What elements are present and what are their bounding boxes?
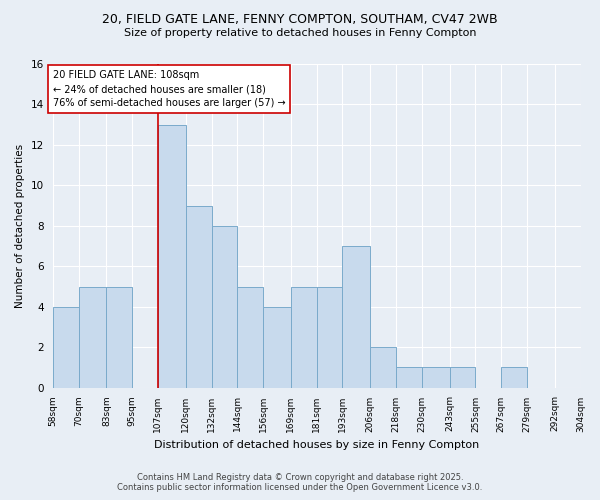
Bar bbox=[449, 368, 475, 388]
Bar bbox=[186, 206, 212, 388]
Bar bbox=[501, 368, 527, 388]
Bar bbox=[291, 286, 317, 388]
Bar bbox=[106, 286, 132, 388]
Bar bbox=[238, 286, 263, 388]
Bar bbox=[212, 226, 238, 388]
Bar bbox=[343, 246, 370, 388]
X-axis label: Distribution of detached houses by size in Fenny Compton: Distribution of detached houses by size … bbox=[154, 440, 479, 450]
Text: 20, FIELD GATE LANE, FENNY COMPTON, SOUTHAM, CV47 2WB: 20, FIELD GATE LANE, FENNY COMPTON, SOUT… bbox=[102, 12, 498, 26]
Bar bbox=[53, 306, 79, 388]
Bar bbox=[79, 286, 106, 388]
Text: 20 FIELD GATE LANE: 108sqm
← 24% of detached houses are smaller (18)
76% of semi: 20 FIELD GATE LANE: 108sqm ← 24% of deta… bbox=[53, 70, 286, 108]
Bar bbox=[422, 368, 449, 388]
Y-axis label: Number of detached properties: Number of detached properties bbox=[15, 144, 25, 308]
Bar bbox=[158, 124, 186, 388]
Bar bbox=[396, 368, 422, 388]
Text: Contains HM Land Registry data © Crown copyright and database right 2025.
Contai: Contains HM Land Registry data © Crown c… bbox=[118, 473, 482, 492]
Bar bbox=[317, 286, 343, 388]
Bar bbox=[263, 306, 291, 388]
Text: Size of property relative to detached houses in Fenny Compton: Size of property relative to detached ho… bbox=[124, 28, 476, 38]
Bar bbox=[370, 347, 396, 388]
